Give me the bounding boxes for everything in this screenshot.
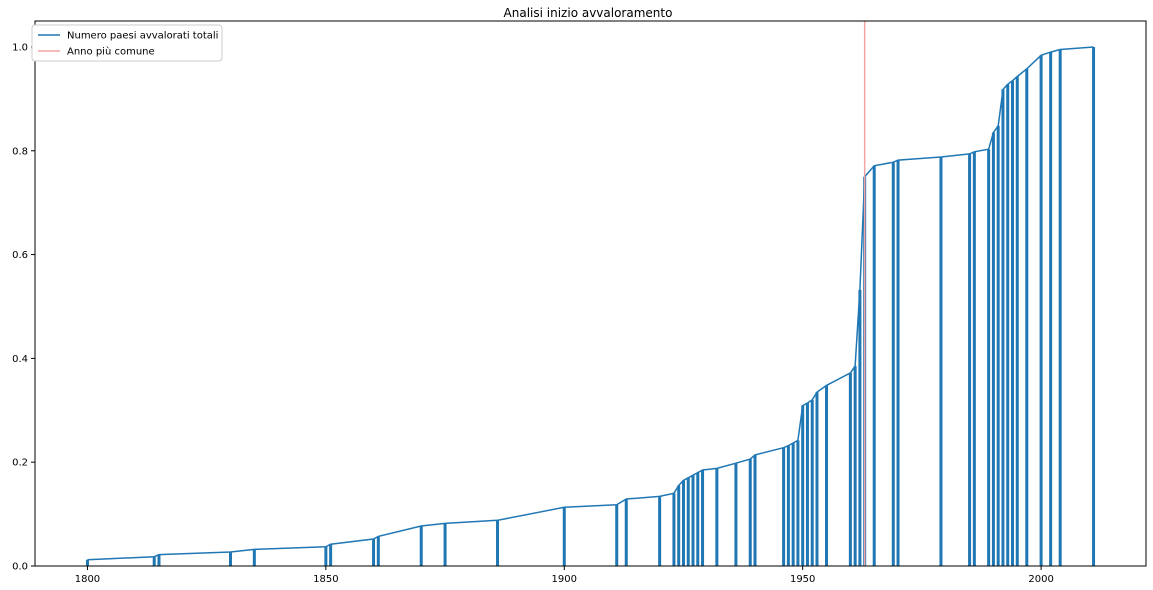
- plot-frame: [34, 20, 1147, 567]
- x-tick-label: 1950: [790, 574, 815, 585]
- x-axis: 1800 1850 1900 1950 2000: [75, 566, 1054, 585]
- y-tick-label: 1.0: [12, 42, 28, 53]
- x-tick-label: 1800: [75, 574, 100, 585]
- y-tick-label: 0.8: [12, 146, 28, 157]
- series-line: [87, 46, 1094, 561]
- y-tick-label: 0.0: [12, 562, 28, 573]
- legend-label: Anno più comune: [67, 46, 155, 58]
- x-tick-label: 1850: [313, 574, 338, 585]
- chart-title: Analisi inizio avvaloramento: [504, 6, 673, 20]
- y-tick-label: 0.4: [12, 354, 28, 365]
- y-tick-label: 0.6: [12, 250, 28, 261]
- legend-label: Numero paesi avvalorati totali: [67, 31, 218, 42]
- legend-box: [31, 24, 223, 62]
- x-tick-label: 1900: [552, 574, 577, 585]
- x-tick-label: 2000: [1028, 574, 1053, 585]
- y-axis: 0.0 0.2 0.4 0.6 0.8 1.0: [12, 42, 35, 573]
- y-tick-label: 0.2: [12, 458, 28, 469]
- plot-area: [85, 21, 1096, 566]
- legend: Numero paesi avvalorati totali Anno più c…: [31, 24, 223, 62]
